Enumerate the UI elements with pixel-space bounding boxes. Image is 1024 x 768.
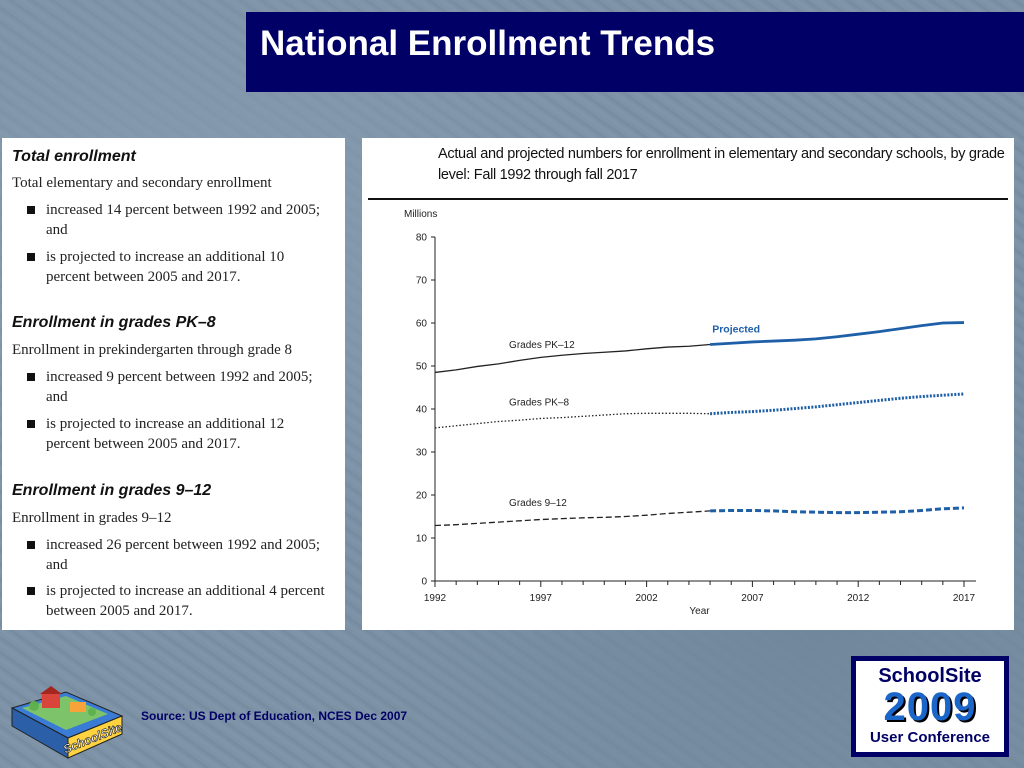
chart-panel: Actual and projected numbers for enrollm…: [362, 138, 1014, 630]
series-projected-line: [709, 321, 965, 346]
y-tick-label: 30: [416, 448, 428, 459]
x-tick-label: 2002: [635, 593, 658, 604]
schoolsite-2009-logo: SchoolSite 2009 User Conference: [851, 656, 1009, 757]
section-heading-total: Total enrollment: [12, 148, 136, 165]
logo-right-inner: SchoolSite 2009 User Conference: [856, 661, 1004, 752]
series-label: Grades PK–12: [509, 340, 575, 351]
logo-right-top-text: SchoolSite: [878, 665, 982, 687]
section-subtitle-total: Total elementary and secondary enrollmen…: [12, 175, 272, 191]
bullet-item: is projected to increase an additional 4…: [27, 581, 330, 621]
x-tick-label: 1997: [530, 593, 553, 604]
x-tick-label: 1992: [424, 593, 447, 604]
y-tick-label: 40: [416, 405, 428, 416]
schoolsite-logo-left: SchoolSite: [10, 686, 124, 759]
section-heading-912: Enrollment in grades 9–12: [12, 482, 212, 499]
section-heading-pk8: Enrollment in grades PK–8: [12, 314, 216, 331]
series-label: Grades 9–12: [509, 498, 567, 509]
bullet-item: increased 9 percent between 1992 and 200…: [27, 367, 330, 407]
x-tick-label: 2012: [847, 593, 870, 604]
source-note: Source: US Dept of Education, NCES Dec 2…: [141, 709, 408, 723]
y-tick-label: 20: [416, 491, 428, 502]
bullet-square-icon: [27, 373, 35, 381]
series-actual-line: [434, 412, 711, 429]
projected-label: Projected: [712, 324, 760, 336]
series-actual-line: [434, 343, 711, 374]
y-tick-label: 60: [416, 319, 428, 330]
y-tick-label: 0: [421, 577, 427, 588]
y-axis-label: Millions: [404, 209, 437, 220]
logo-right-bottom-text: User Conference: [869, 729, 991, 746]
bullet-item: is projected to increase an additional 1…: [27, 247, 330, 287]
title-bar: National Enrollment Trends: [246, 12, 1024, 92]
y-tick-label: 70: [416, 276, 428, 287]
bullet-square-icon: [27, 420, 35, 428]
section-subtitle-912: Enrollment in grades 9–12: [12, 510, 172, 526]
chart-title-rule: [368, 198, 1008, 200]
y-tick-label: 50: [416, 362, 428, 373]
x-tick-label: 2007: [741, 593, 764, 604]
series-actual-line: [434, 510, 711, 527]
x-axis-label: Year: [689, 606, 710, 617]
logo-right-year: 2009: [883, 685, 977, 729]
bullet-square-icon: [27, 587, 35, 595]
y-tick-label: 10: [416, 534, 428, 545]
series-label: Grades PK–8: [509, 397, 569, 408]
y-tick-label: 80: [416, 233, 428, 244]
bullet-square-icon: [27, 253, 35, 261]
x-tick-label: 2017: [953, 593, 976, 604]
bullet-square-icon: [27, 541, 35, 549]
series-projected-line: [709, 392, 965, 416]
summary-panel: Total enrollment Total elementary and se…: [2, 138, 345, 630]
bullet-item: is projected to increase an additional 1…: [27, 414, 330, 454]
slide-title: National Enrollment Trends: [260, 24, 716, 63]
enrollment-line-chart: 0 10 20 30 40 50 60 70 80 Millions 1992 1997 2002 200…: [404, 209, 976, 617]
bullet-item: increased 26 percent between 1992 and 20…: [27, 535, 330, 575]
chart-title: Actual and projected numbers for enrollm…: [438, 146, 1005, 183]
section-subtitle-pk8: Enrollment in prekindergarten through gr…: [12, 342, 293, 358]
series-projected-line: [710, 506, 965, 515]
bullet-item: increased 14 percent between 1992 and 20…: [27, 200, 330, 240]
bullet-square-icon: [27, 206, 35, 214]
